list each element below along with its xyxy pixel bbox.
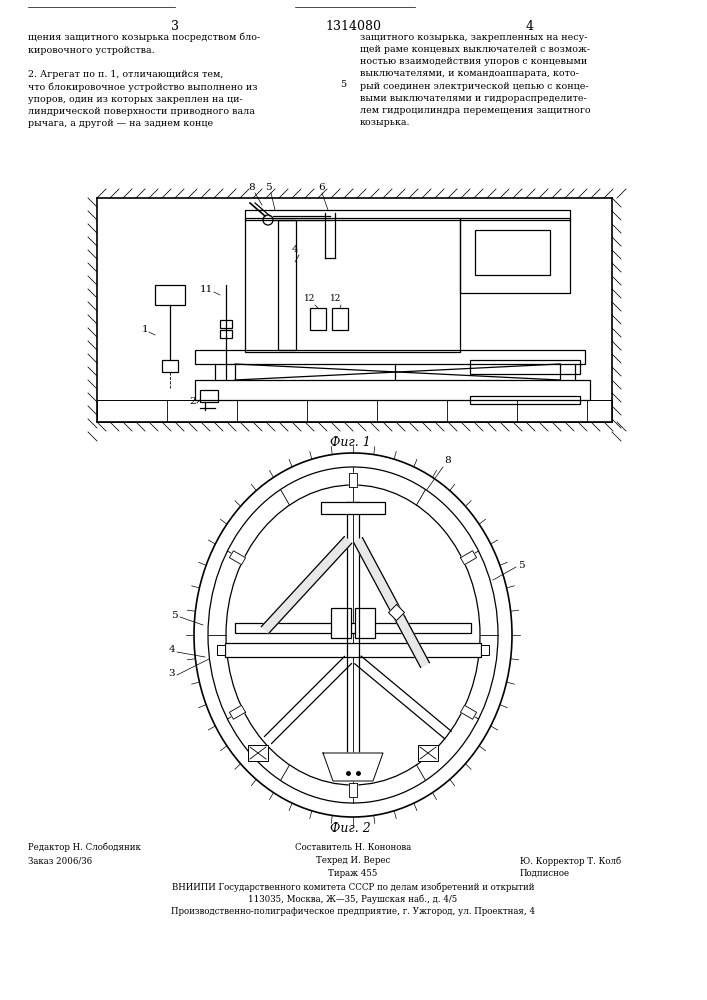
Polygon shape	[229, 705, 245, 719]
Polygon shape	[460, 705, 477, 719]
Text: 5: 5	[171, 610, 178, 619]
Text: Фиг. 2: Фиг. 2	[329, 822, 370, 835]
Bar	[225, 643, 481, 657]
Text: 1314080: 1314080	[325, 20, 381, 33]
Text: 12: 12	[330, 294, 341, 303]
Polygon shape	[354, 538, 429, 667]
Bar	[195, 350, 585, 364]
Bar	[418, 745, 438, 761]
Text: Тираж 455: Тираж 455	[328, 869, 378, 878]
Bar	[195, 380, 590, 400]
Bar	[220, 320, 232, 328]
Polygon shape	[389, 604, 404, 620]
Bar	[470, 396, 580, 404]
Bar	[310, 308, 326, 330]
Ellipse shape	[208, 467, 498, 803]
Bar	[162, 360, 178, 372]
Bar	[460, 218, 570, 293]
Text: 5: 5	[340, 80, 346, 89]
Text: Ю. Корректор Т. Колб: Ю. Корректор Т. Колб	[520, 856, 621, 865]
Text: Составитель Н. Кононова: Составитель Н. Кононова	[295, 843, 411, 852]
Text: 8: 8	[445, 456, 451, 465]
Text: 2: 2	[189, 397, 196, 406]
Bar	[475, 230, 550, 275]
Bar	[155, 285, 185, 305]
Bar	[200, 390, 218, 402]
Bar	[97, 400, 612, 422]
Bar	[235, 623, 471, 633]
Polygon shape	[460, 551, 477, 565]
Polygon shape	[229, 551, 245, 565]
Text: 3: 3	[171, 20, 179, 33]
Text: Фиг. 1: Фиг. 1	[329, 436, 370, 449]
Polygon shape	[262, 537, 351, 633]
Text: Редактор Н. Слободяник: Редактор Н. Слободяник	[28, 843, 141, 852]
Polygon shape	[349, 473, 357, 487]
Text: 1: 1	[141, 326, 148, 334]
Bar	[470, 360, 580, 374]
Text: 4: 4	[526, 20, 534, 33]
Text: защитного козырька, закрепленных на несу-
щей раме концевых выключателей с возмо: защитного козырька, закрепленных на несу…	[360, 33, 590, 127]
Text: щения защитного козырька посредством бло-
кировочного устройства.

2. Агрегат по: щения защитного козырька посредством бло…	[28, 33, 260, 128]
Text: 6: 6	[319, 183, 325, 192]
Bar	[278, 220, 296, 350]
Text: 8: 8	[249, 183, 255, 192]
Text: 5: 5	[518, 560, 525, 570]
Bar	[481, 645, 489, 655]
Polygon shape	[349, 783, 357, 797]
Bar	[248, 745, 268, 761]
Text: 5: 5	[264, 183, 271, 192]
Text: 4: 4	[292, 245, 298, 254]
Text: 4: 4	[168, 646, 175, 654]
Bar	[355, 608, 375, 638]
Bar	[220, 330, 232, 338]
Bar	[245, 218, 460, 352]
Text: 3: 3	[168, 668, 175, 678]
Text: Заказ 2006/36: Заказ 2006/36	[28, 856, 92, 865]
Text: Техред И. Верес: Техред И. Верес	[316, 856, 390, 865]
Bar	[321, 502, 385, 514]
Bar	[245, 210, 570, 220]
Text: ВНИИПИ Государственного комитета СССР по делам изобретений и открытий: ВНИИПИ Государственного комитета СССР по…	[172, 883, 534, 892]
Polygon shape	[323, 753, 383, 781]
Bar	[217, 645, 225, 655]
Bar	[331, 608, 351, 638]
Text: 12: 12	[304, 294, 316, 303]
Bar	[332, 308, 348, 330]
Text: Производственно-полиграфическое предприятие, г. Ужгород, ул. Проектная, 4: Производственно-полиграфическое предприя…	[171, 907, 535, 916]
Text: Подписное: Подписное	[520, 869, 570, 878]
Text: 11: 11	[200, 286, 213, 294]
Text: 113035, Москва, Ж—35, Раушская наб., д. 4/5: 113035, Москва, Ж—35, Раушская наб., д. …	[248, 895, 457, 904]
